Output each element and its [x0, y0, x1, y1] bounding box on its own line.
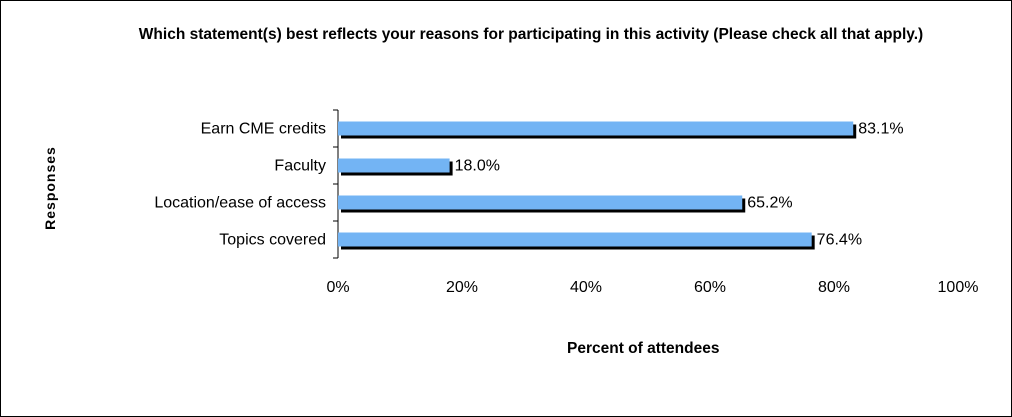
category-label: Topics covered	[219, 232, 326, 249]
bar	[338, 232, 812, 247]
bar	[338, 195, 743, 210]
category-label: Earn CME credits	[201, 121, 326, 138]
category-label: Location/ease of access	[154, 195, 326, 212]
x-tick-label: 0%	[326, 279, 349, 296]
category-label: Faculty	[274, 158, 326, 175]
data-label: 83.1%	[858, 121, 903, 138]
x-tick-label: 80%	[818, 279, 850, 296]
data-label: 65.2%	[747, 195, 792, 212]
x-tick-label: 40%	[570, 279, 602, 296]
x-tick-label: 100%	[938, 279, 979, 296]
bar	[338, 121, 854, 136]
x-axis-title: Percent of attendees	[567, 340, 720, 357]
data-label: 18.0%	[455, 158, 500, 175]
bar	[338, 158, 450, 173]
data-label: 76.4%	[817, 232, 862, 249]
chart-title: Which statement(s) best reflects your re…	[138, 26, 924, 43]
x-tick-label: 60%	[694, 279, 726, 296]
x-tick-label: 20%	[446, 279, 478, 296]
